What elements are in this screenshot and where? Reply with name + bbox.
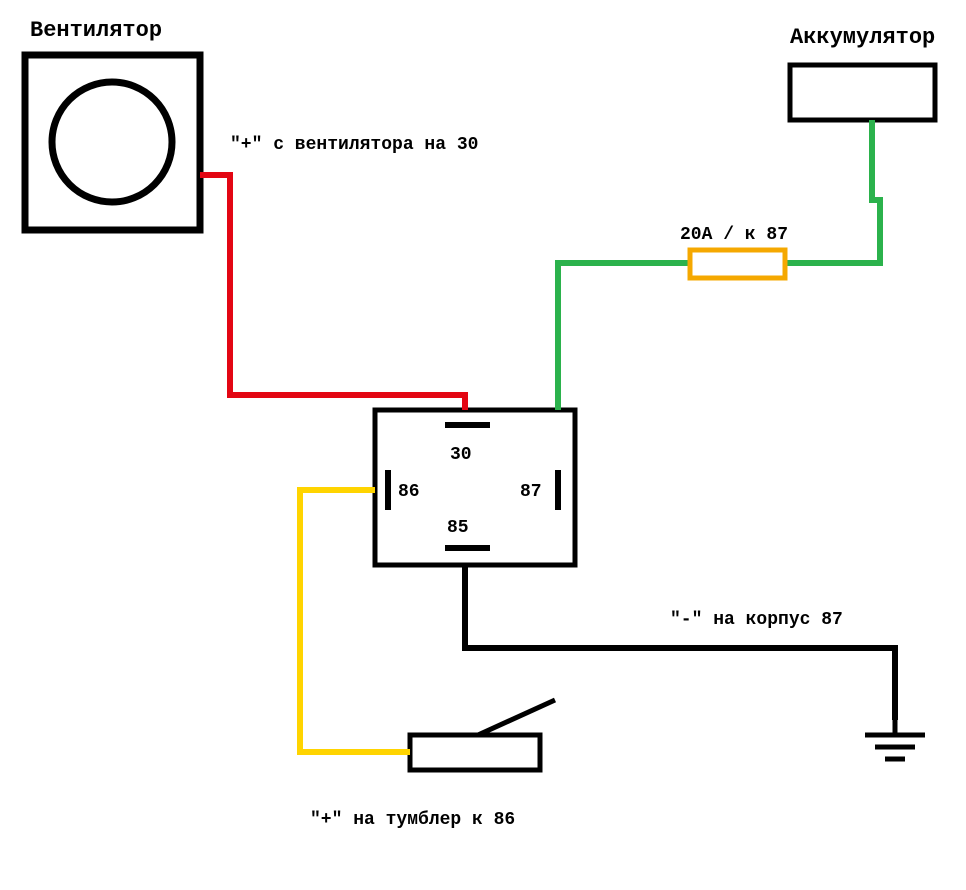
pin-86-label: 86 bbox=[398, 482, 420, 502]
pin-87-label: 87 bbox=[520, 482, 542, 502]
wire-ground-label: "-" на корпус 87 bbox=[670, 610, 843, 630]
fuse-box bbox=[690, 250, 785, 278]
wire-yellow-label: "+" на тумблер к 86 bbox=[310, 810, 515, 830]
switch-box bbox=[410, 735, 540, 770]
fuse-label: 20А / к 87 bbox=[680, 225, 788, 245]
switch-lever bbox=[478, 700, 555, 735]
pin-85-label: 85 bbox=[447, 518, 469, 538]
diagram-svg bbox=[0, 0, 966, 890]
battery-box bbox=[790, 65, 935, 120]
wire-red-label: "+" с вентилятора на 30 bbox=[230, 135, 478, 155]
fan-title-label: Вентилятор bbox=[30, 18, 162, 43]
wiring-diagram: Вентилятор Аккумулятор "+" с вентилятора… bbox=[0, 0, 966, 890]
battery-title-label: Аккумулятор bbox=[790, 25, 935, 50]
fan-icon bbox=[52, 82, 172, 202]
pin-30-label: 30 bbox=[450, 445, 472, 465]
